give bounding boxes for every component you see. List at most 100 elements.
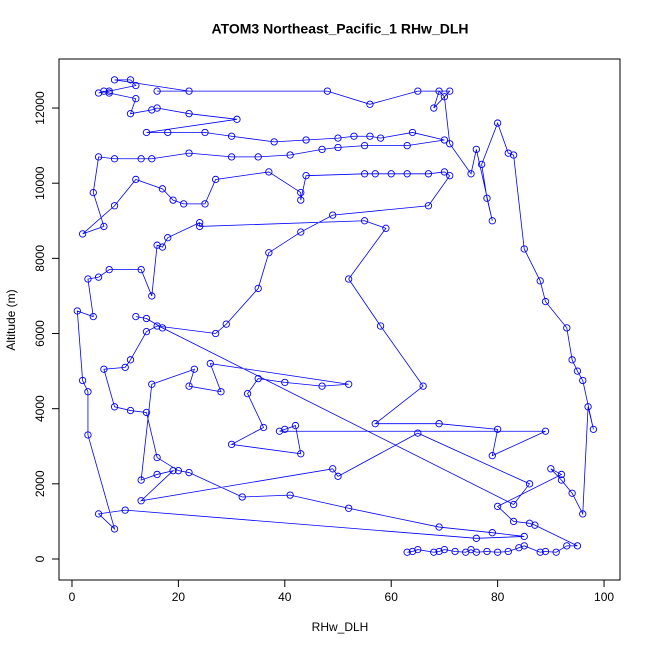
data-point	[541, 427, 550, 435]
data-point	[297, 450, 305, 458]
data-point	[493, 119, 502, 127]
data-point	[568, 489, 576, 497]
data-point	[84, 388, 92, 396]
data-point	[89, 188, 97, 197]
data-point	[345, 380, 353, 388]
data-point	[201, 200, 209, 208]
y-tick-label: 8000	[33, 245, 47, 272]
data-point	[275, 427, 284, 435]
data-point	[84, 275, 92, 283]
data-point	[419, 382, 427, 390]
data-point	[467, 170, 475, 178]
data-point	[105, 265, 113, 274]
data-point	[509, 517, 518, 526]
data-point	[153, 87, 161, 95]
data-point	[297, 228, 305, 236]
data-point	[286, 151, 294, 159]
data-point	[174, 467, 183, 475]
data-point	[78, 376, 87, 385]
data-point	[414, 87, 422, 95]
data-point	[435, 87, 443, 95]
chart-title: ATOM3 Northeast_Pacific_1 RHw_DLH	[212, 21, 469, 37]
data-point	[446, 172, 454, 180]
data-point	[525, 519, 534, 527]
data-point	[568, 356, 576, 364]
data-point	[371, 420, 379, 428]
data-point	[488, 451, 496, 460]
y-axis-label: Altitude (m)	[4, 289, 18, 350]
data-point	[318, 382, 326, 390]
data-point	[110, 202, 119, 210]
data-point	[376, 322, 385, 330]
data-point	[329, 465, 337, 473]
data-line	[76, 79, 594, 553]
data-point	[376, 134, 385, 142]
data-point	[132, 312, 140, 321]
data-point	[302, 136, 310, 144]
data-point	[531, 521, 539, 529]
data-point	[334, 472, 342, 480]
data-point	[387, 170, 395, 178]
data-point	[105, 87, 113, 95]
data-point	[100, 222, 108, 231]
data-point	[78, 230, 87, 238]
data-point	[579, 376, 587, 385]
data-point	[430, 548, 438, 556]
data-point	[270, 138, 278, 146]
y-tick-label: 6000	[33, 320, 47, 347]
data-point	[493, 425, 502, 433]
data-point	[164, 234, 172, 242]
data-point	[435, 420, 443, 428]
data-point	[110, 76, 119, 84]
x-tick-label: 80	[491, 590, 505, 604]
data-point	[211, 329, 220, 338]
data-point	[185, 149, 193, 157]
data-point	[424, 170, 433, 178]
data-point	[148, 380, 156, 388]
data-point	[158, 243, 167, 251]
data-point	[541, 547, 550, 556]
plot-frame	[58, 58, 621, 581]
data-point	[281, 378, 289, 387]
data-point	[435, 523, 443, 531]
data-point	[483, 194, 491, 202]
data-point	[254, 374, 262, 383]
data-point	[94, 510, 103, 518]
data-point	[541, 297, 550, 306]
data-point	[345, 504, 353, 512]
data-point	[137, 265, 145, 274]
data-point	[446, 87, 454, 95]
data-point	[360, 170, 369, 178]
data-point	[414, 429, 422, 437]
data-point	[440, 168, 449, 176]
data-point	[132, 81, 140, 90]
data-point	[504, 149, 512, 157]
data-point	[297, 188, 305, 197]
data-point	[158, 185, 167, 193]
data-point	[414, 545, 422, 554]
data-point	[222, 320, 230, 328]
data-point	[509, 500, 518, 509]
data-point	[424, 202, 433, 210]
data-point	[440, 136, 449, 144]
data-point	[148, 292, 156, 300]
data-point	[557, 470, 566, 479]
y-tick-label: 12000	[33, 91, 47, 125]
data-point	[110, 403, 119, 411]
data-point	[153, 470, 161, 479]
data-point	[84, 431, 92, 439]
data-point	[440, 93, 449, 101]
data-point	[126, 76, 135, 84]
data-point	[403, 170, 411, 178]
data-point	[190, 365, 199, 373]
y-tick-label: 2000	[33, 470, 47, 497]
data-point	[105, 89, 113, 97]
data-point	[227, 132, 236, 140]
data-point	[334, 134, 342, 142]
data-point	[488, 529, 496, 537]
data-point	[573, 542, 582, 550]
data-point	[185, 382, 193, 390]
data-point	[265, 168, 273, 176]
x-tick-label: 100	[594, 590, 614, 604]
